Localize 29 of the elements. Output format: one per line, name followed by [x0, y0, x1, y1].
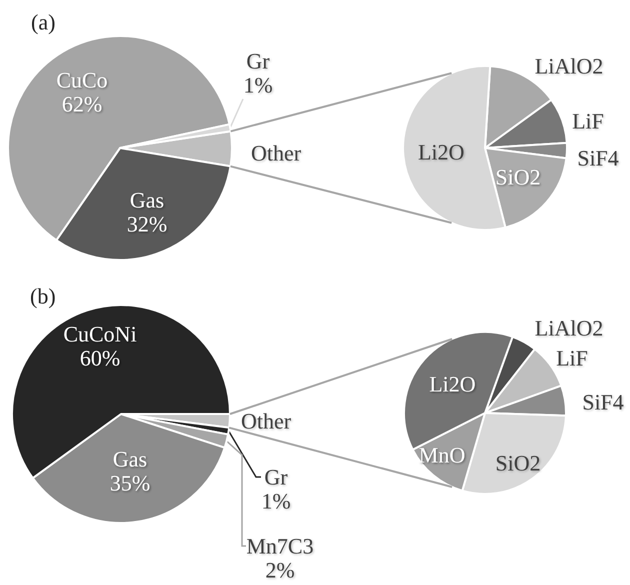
slice-label: CuCoNi [63, 322, 137, 346]
slice-label: LiF [556, 346, 588, 370]
slice-label: Li2O [429, 372, 476, 397]
chart-title: (a) [31, 10, 56, 34]
slice-label: SiF4 [577, 146, 619, 170]
slice-label: SiO2 [495, 164, 541, 190]
slice-label: Mn7C3 [246, 534, 314, 558]
slice-label: LiAlO2 [534, 316, 604, 340]
slice-label: LiAlO2 [534, 54, 604, 78]
slice-label: Gr [264, 464, 288, 490]
slice-label: Other [240, 408, 292, 434]
data-label: 35% [110, 470, 150, 496]
slice-label: LiF [572, 108, 604, 134]
data-label: 2% [265, 558, 295, 582]
slice-label: Gr [246, 48, 270, 74]
slice-label: CuCo [56, 68, 108, 92]
slice-label: SiO2 [495, 450, 541, 476]
slice-label: SiF4 [582, 390, 624, 414]
data-label: 62% [62, 92, 102, 116]
slice-label: MnO [418, 442, 466, 468]
data-label: 60% [80, 346, 120, 370]
slice-label: Gas [130, 188, 164, 212]
slice-label: Gas [112, 446, 148, 472]
slice-label: Other [250, 140, 302, 166]
data-label: 1% [261, 488, 291, 514]
slice-label: Li2O [418, 140, 464, 165]
chart-title: (b) [30, 284, 56, 308]
data-label: 32% [126, 212, 168, 236]
data-label: 1% [243, 72, 273, 98]
